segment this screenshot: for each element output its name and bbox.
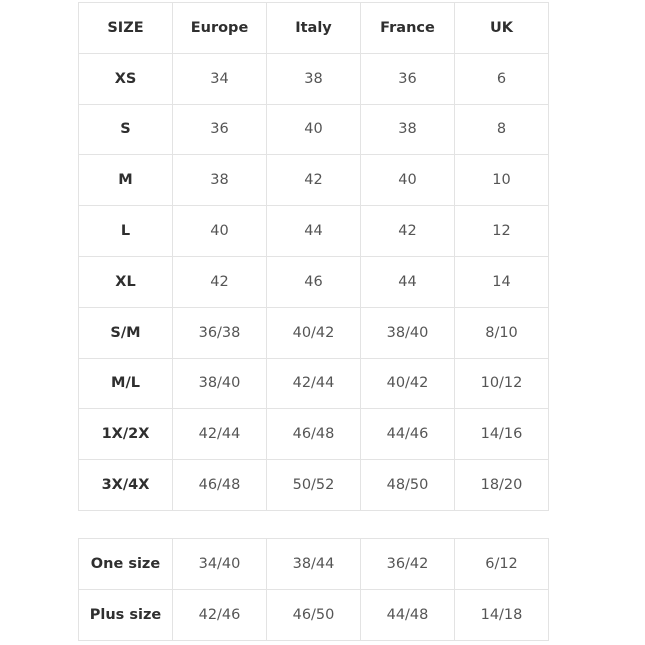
table-row: M 38 42 40 10	[78, 154, 549, 207]
size-value-cell: 14/18	[454, 589, 549, 641]
table-row: L 40 44 42 12	[78, 205, 549, 257]
table-row: XL 42 46 44 14	[78, 255, 549, 308]
size-value-cell: 14	[454, 255, 549, 308]
size-value-cell: 36/42	[360, 538, 455, 590]
size-label-cell: L	[78, 205, 173, 257]
size-value-cell: 40/42	[360, 357, 455, 410]
size-label-cell: One size	[78, 538, 173, 590]
size-value-cell: 40/42	[266, 306, 361, 359]
size-label-cell: 3X/4X	[78, 459, 173, 511]
table-header-row: SIZE Europe Italy France UK	[78, 2, 549, 54]
size-value-cell: 40	[360, 154, 455, 207]
size-label-cell: XL	[78, 255, 173, 308]
size-value-cell: 44	[360, 255, 455, 308]
size-value-cell: 50/52	[266, 459, 361, 511]
size-value-cell: 8/10	[454, 306, 549, 359]
size-value-cell: 44/48	[360, 589, 455, 641]
one-size-table: One size 34/40 38/44 36/42 6/12 Plus size 42/4…	[78, 538, 549, 641]
size-value-cell: 42/44	[172, 408, 267, 461]
size-value-cell: 42	[266, 154, 361, 207]
size-value-cell: 42/46	[172, 589, 267, 641]
table-row: Plus size 42/46 46/50 44/48 14/18	[78, 589, 549, 641]
size-value-cell: 40	[266, 103, 361, 156]
size-label-cell: S/M	[78, 306, 173, 359]
size-label-cell: Plus size	[78, 589, 173, 641]
table-row: XS 34 38 36 6	[78, 52, 549, 105]
column-header: UK	[454, 2, 549, 54]
size-value-cell: 46/48	[172, 459, 267, 511]
size-value-cell: 42	[172, 255, 267, 308]
table-row: 1X/2X 42/44 46/48 44/46 14/16	[78, 408, 549, 461]
size-value-cell: 34	[172, 52, 267, 105]
size-value-cell: 8	[454, 103, 549, 156]
size-value-cell: 6	[454, 52, 549, 105]
size-value-cell: 38	[172, 154, 267, 207]
size-value-cell: 36	[360, 52, 455, 105]
column-header: SIZE	[78, 2, 173, 54]
size-value-cell: 42	[360, 205, 455, 257]
size-value-cell: 44	[266, 205, 361, 257]
size-value-cell: 40	[172, 205, 267, 257]
size-label-cell: M	[78, 154, 173, 207]
size-value-cell: 38/44	[266, 538, 361, 590]
table-row: M/L 38/40 42/44 40/42 10/12	[78, 357, 549, 410]
size-value-cell: 46/48	[266, 408, 361, 461]
size-value-cell: 10/12	[454, 357, 549, 410]
size-value-cell: 34/40	[172, 538, 267, 590]
size-value-cell: 36/38	[172, 306, 267, 359]
size-value-cell: 48/50	[360, 459, 455, 511]
size-value-cell: 38/40	[360, 306, 455, 359]
size-value-cell: 36	[172, 103, 267, 156]
column-header: Italy	[266, 2, 361, 54]
size-value-cell: 12	[454, 205, 549, 257]
size-value-cell: 6/12	[454, 538, 549, 590]
size-chart-table: SIZE Europe Italy France UK XS 34 38 36 6 S 36 40 38…	[78, 2, 549, 511]
size-value-cell: 44/46	[360, 408, 455, 461]
table-row: One size 34/40 38/44 36/42 6/12	[78, 538, 549, 590]
size-value-cell: 46/50	[266, 589, 361, 641]
size-value-cell: 38	[360, 103, 455, 156]
table-row: S/M 36/38 40/42 38/40 8/10	[78, 306, 549, 359]
size-value-cell: 42/44	[266, 357, 361, 410]
size-label-cell: 1X/2X	[78, 408, 173, 461]
table-row: S 36 40 38 8	[78, 103, 549, 156]
size-label-cell: S	[78, 103, 173, 156]
size-label-cell: XS	[78, 52, 173, 105]
table-row: 3X/4X 46/48 50/52 48/50 18/20	[78, 459, 549, 511]
size-value-cell: 38/40	[172, 357, 267, 410]
size-value-cell: 46	[266, 255, 361, 308]
size-value-cell: 14/16	[454, 408, 549, 461]
size-value-cell: 18/20	[454, 459, 549, 511]
column-header: Europe	[172, 2, 267, 54]
column-header: France	[360, 2, 455, 54]
size-label-cell: M/L	[78, 357, 173, 410]
size-value-cell: 10	[454, 154, 549, 207]
size-value-cell: 38	[266, 52, 361, 105]
